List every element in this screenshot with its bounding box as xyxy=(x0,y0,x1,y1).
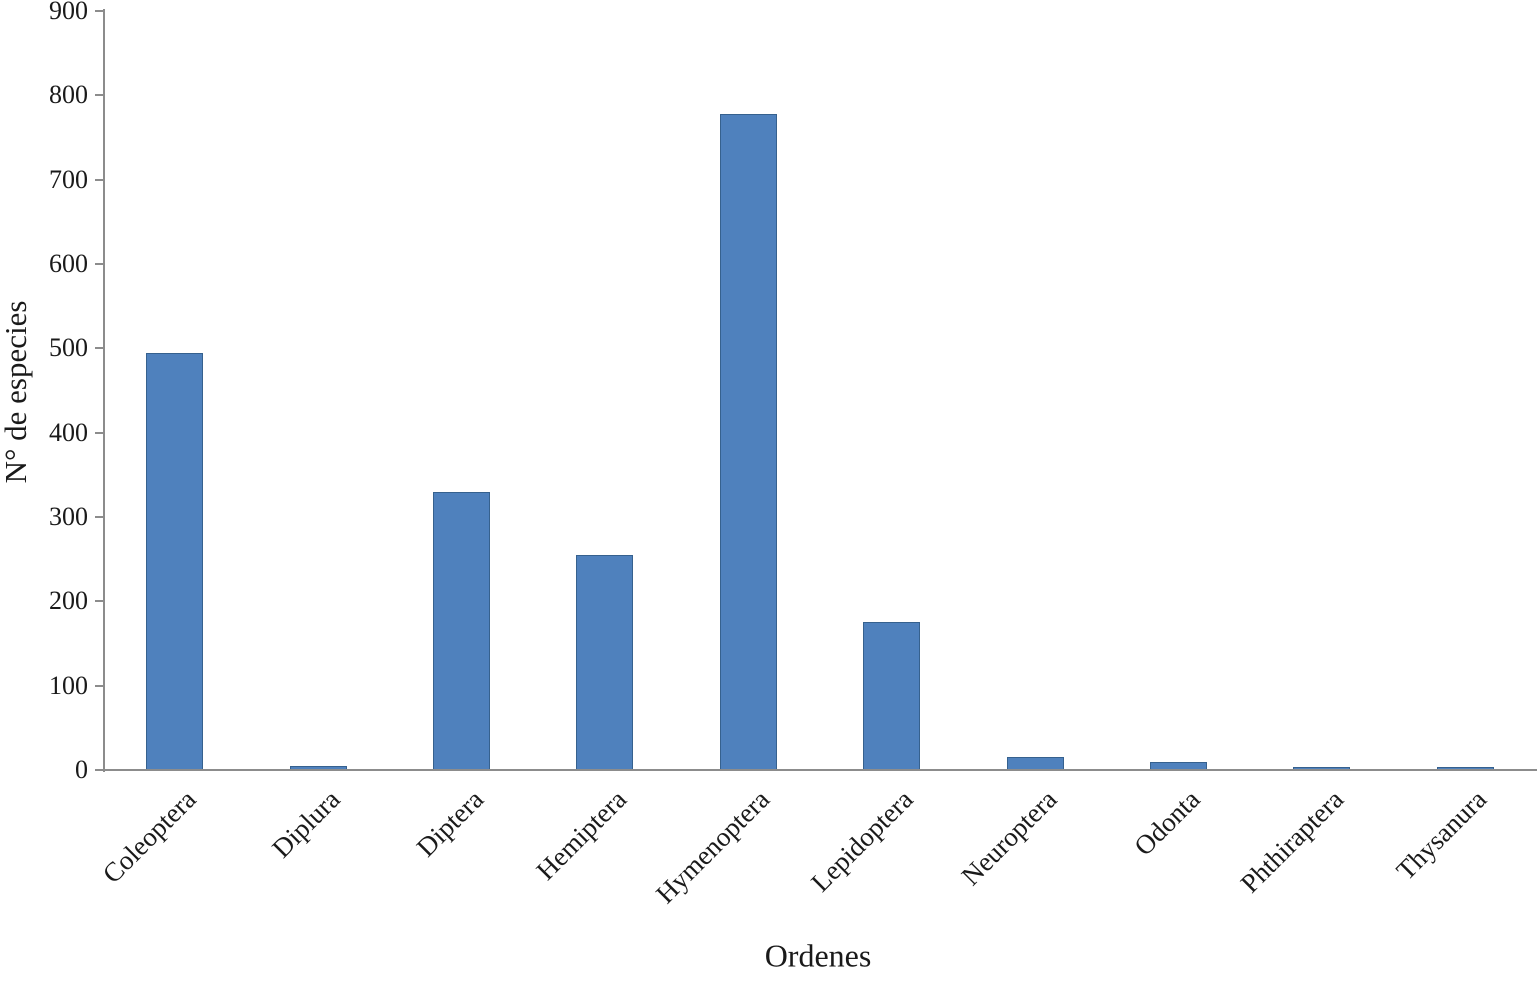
y-tick-label: 700 xyxy=(49,164,88,194)
y-axis-tick xyxy=(95,769,103,771)
y-axis-tick xyxy=(95,347,103,350)
y-tick-label: 800 xyxy=(49,80,88,110)
y-tick-label: 300 xyxy=(49,502,88,531)
x-category-label: Coleoptera xyxy=(96,784,202,889)
x-category-label: Lepidoptera xyxy=(805,784,919,898)
y-tick-label: 100 xyxy=(49,670,88,700)
y-axis-tick xyxy=(95,684,103,687)
x-category-label: Odonta xyxy=(1128,784,1206,862)
y-tick-label: 0 xyxy=(75,755,88,784)
x-category-label: Thysanura xyxy=(1390,784,1493,886)
x-category-label: Diplura xyxy=(265,784,346,864)
y-axis-tick xyxy=(95,263,103,265)
bar-coleoptera xyxy=(146,352,204,770)
x-category-label: Diptera xyxy=(410,784,489,863)
y-tick-label: 600 xyxy=(49,249,88,278)
bar-diptera xyxy=(433,491,490,770)
y-tick-label: 200 xyxy=(49,586,88,616)
y-axis-tick xyxy=(95,94,103,97)
x-axis-title: Ordenes xyxy=(764,937,872,974)
y-axis-line xyxy=(103,9,105,772)
y-axis-tick xyxy=(95,431,103,434)
y-axis-title: N° de especies xyxy=(0,300,33,484)
y-tick-label: 900 xyxy=(49,0,88,25)
bar-lepidoptera xyxy=(863,622,921,770)
y-axis-tick xyxy=(95,600,103,603)
y-axis-tick xyxy=(95,516,103,518)
bar-hymenoptera xyxy=(719,113,777,770)
y-tick-label: 400 xyxy=(49,417,88,447)
x-category-label: Neuroptera xyxy=(955,784,1063,892)
bar-hemiptera xyxy=(576,554,634,770)
x-category-label: Hemiptera xyxy=(530,784,633,886)
x-axis-line xyxy=(101,769,1537,771)
x-category-label: Hymenoptera xyxy=(650,784,776,910)
y-tick-label: 500 xyxy=(49,333,88,363)
bar-neuroptera xyxy=(1006,756,1064,770)
x-category-label: Phthiraptera xyxy=(1234,784,1350,899)
y-axis-tick xyxy=(95,178,103,181)
y-axis-tick xyxy=(95,10,103,12)
